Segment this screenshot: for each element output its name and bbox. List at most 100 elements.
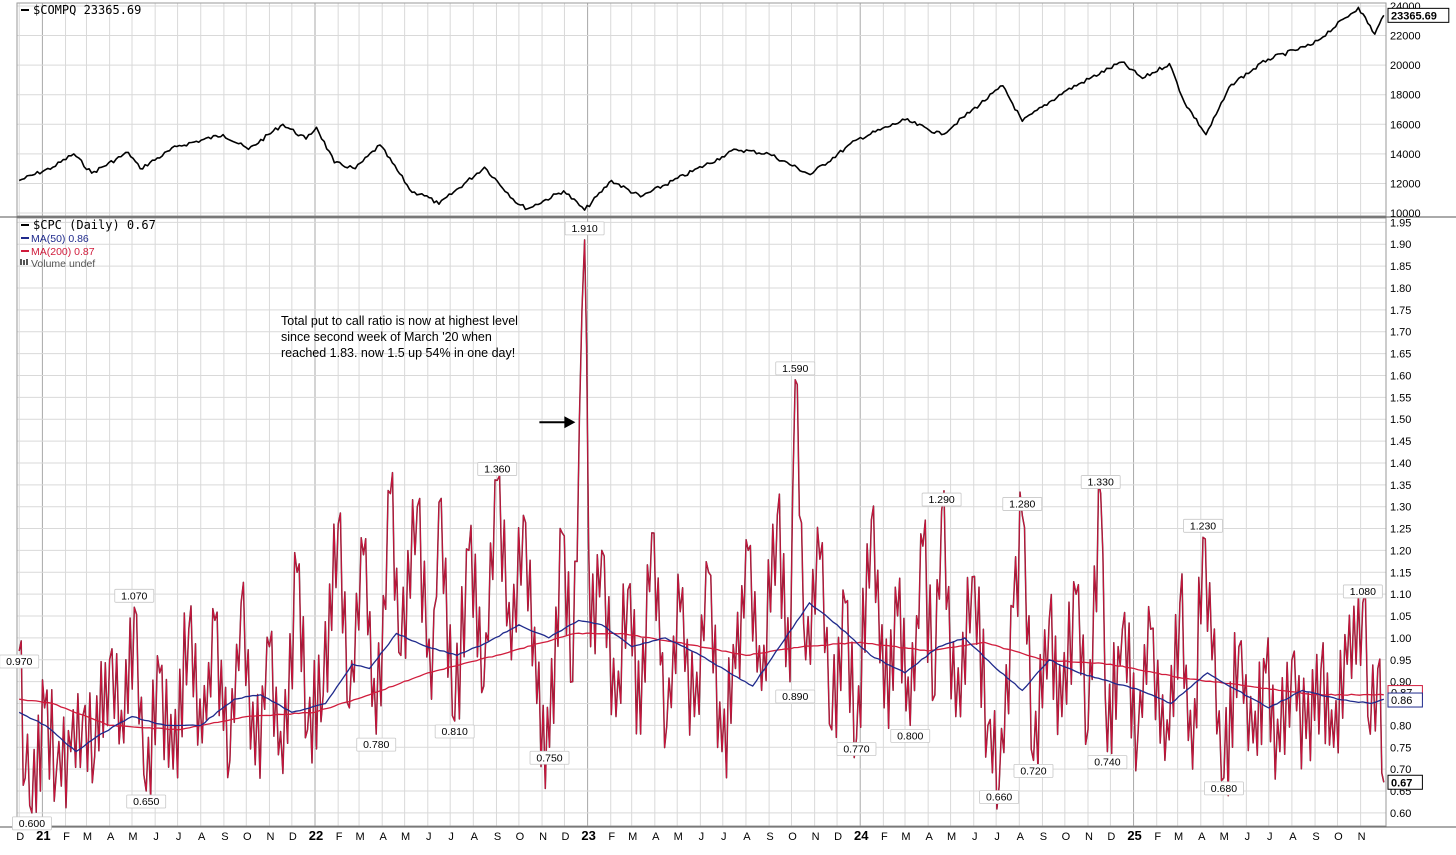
value-label: 1.070 <box>121 590 147 602</box>
x-tick-label: A <box>926 831 934 843</box>
x-tick-label: O <box>1334 831 1343 843</box>
value-label: 0.740 <box>1094 757 1120 769</box>
price-tick-label: 16000 <box>1390 119 1421 131</box>
cpc-tick-label: 1.75 <box>1390 305 1411 317</box>
x-tick-label: J <box>426 831 432 843</box>
x-tick-label: S <box>1312 831 1319 843</box>
value-label: 1.080 <box>1350 586 1376 598</box>
cpc-tick-label: 1.65 <box>1390 349 1411 361</box>
x-tick-label: J <box>448 831 454 843</box>
legend-label: MA(50) 0.86 <box>31 233 89 245</box>
value-label: 1.590 <box>782 363 808 375</box>
x-tick-label: D <box>289 831 297 843</box>
x-tick-label: D <box>561 831 569 843</box>
x-tick-label: D <box>16 831 24 843</box>
cpc-tick-label: 1.50 <box>1390 414 1411 426</box>
cpc-tick-label: 1.30 <box>1390 502 1411 514</box>
x-tick-label: M <box>628 831 637 843</box>
x-tick-label: S <box>766 831 773 843</box>
x-tick-label: O <box>788 831 797 843</box>
value-label: 0.970 <box>6 656 32 668</box>
volume-legend-icon <box>26 259 28 265</box>
cpc-tick-label: 0.60 <box>1390 808 1411 820</box>
volume-legend-icon <box>23 260 25 265</box>
x-tick-label: M <box>947 831 956 843</box>
value-label-box <box>979 790 1020 805</box>
cpc-last-value: 0.67 <box>1391 777 1412 789</box>
annotation-text: reached 1.83. now 1.5 up 54% in one day! <box>281 346 515 360</box>
value-label-box <box>836 742 877 756</box>
x-tick-label: A <box>1289 831 1297 843</box>
ma50-line <box>18 601 1385 753</box>
annotation-text: Total put to call ratio is now at highes… <box>281 314 518 328</box>
x-tick-label: D <box>1107 831 1115 843</box>
x-tick-label: M <box>128 831 137 843</box>
cpc-tick-label: 1.40 <box>1390 458 1411 470</box>
x-tick-label: F <box>881 831 888 843</box>
x-tick-label: J <box>699 831 705 843</box>
cpc-title: $CPC (Daily) 0.67 <box>33 218 156 232</box>
value-label: 1.360 <box>484 463 510 475</box>
value-label-box <box>356 737 397 752</box>
x-tick-label: 24 <box>854 828 869 843</box>
x-tick-label: J <box>994 831 1000 843</box>
x-tick-label: J <box>1245 831 1251 843</box>
value-label: 0.810 <box>442 726 468 738</box>
value-label-box <box>1183 518 1223 533</box>
volume-legend-icon <box>20 259 22 265</box>
value-label-box <box>1002 497 1043 511</box>
x-tick-label: A <box>380 831 388 843</box>
x-tick-label: F <box>1154 831 1161 843</box>
price-last-value-box <box>1387 7 1450 23</box>
x-tick-label: 22 <box>309 828 323 843</box>
cpc-tick-label: 1.15 <box>1390 567 1411 579</box>
value-label-box <box>775 689 816 704</box>
value-label-box <box>126 794 167 809</box>
cpc-tick-label: 0.95 <box>1390 655 1411 667</box>
cpc-tick-label: 1.05 <box>1390 611 1411 623</box>
value-label: 1.280 <box>1009 498 1035 510</box>
value-label: 0.600 <box>19 818 45 830</box>
price-tick-label: 18000 <box>1390 90 1421 102</box>
x-tick-label: J <box>972 831 978 843</box>
cpc-tick-label: 1.45 <box>1390 436 1411 448</box>
x-tick-label: O <box>1062 831 1071 843</box>
value-label: 0.770 <box>843 744 869 756</box>
price-title: $COMPQ 23365.69 <box>33 3 141 17</box>
value-label-box <box>890 728 931 743</box>
x-tick-label: F <box>63 831 70 843</box>
value-label-box <box>529 750 570 765</box>
x-tick-label: M <box>355 831 364 843</box>
x-tick-label: N <box>812 831 820 843</box>
x-tick-label: A <box>743 831 751 843</box>
price-last-value: 23365.69 <box>1391 10 1437 22</box>
price-tick-label: 14000 <box>1390 149 1421 161</box>
x-tick-label: J <box>153 831 159 843</box>
cpc-tick-label: 1.80 <box>1390 283 1411 295</box>
x-tick-label: N <box>539 831 547 843</box>
value-label: 1.230 <box>1190 520 1216 532</box>
annotation-arrow-head <box>564 416 576 429</box>
x-tick-label: N <box>1085 831 1093 843</box>
value-label-box <box>1080 475 1121 489</box>
value-label: 0.800 <box>897 730 923 742</box>
value-label-box <box>1342 584 1383 599</box>
value-label: 0.890 <box>782 691 808 703</box>
cpc-tick-label: 1.85 <box>1390 261 1411 273</box>
ma200-line <box>19 632 1384 731</box>
price-tick-label: 10000 <box>1390 208 1421 220</box>
cpc-tick-label: 0.70 <box>1390 764 1411 776</box>
value-label-box <box>12 816 52 831</box>
ma50-last-value: 0.86 <box>1391 695 1412 707</box>
cpc-tick-label: 1.60 <box>1390 370 1411 382</box>
ma50-last-value-box <box>1387 692 1423 708</box>
price-tick-label: 20000 <box>1390 60 1421 72</box>
x-tick-label: S <box>1040 831 1047 843</box>
cpc-panel-frame <box>16 217 1387 827</box>
value-label: 0.660 <box>986 792 1012 804</box>
value-label-box <box>434 724 475 739</box>
price-panel-frame <box>16 2 1387 217</box>
x-tick-label: M <box>1174 831 1183 843</box>
x-tick-label: D <box>834 831 842 843</box>
